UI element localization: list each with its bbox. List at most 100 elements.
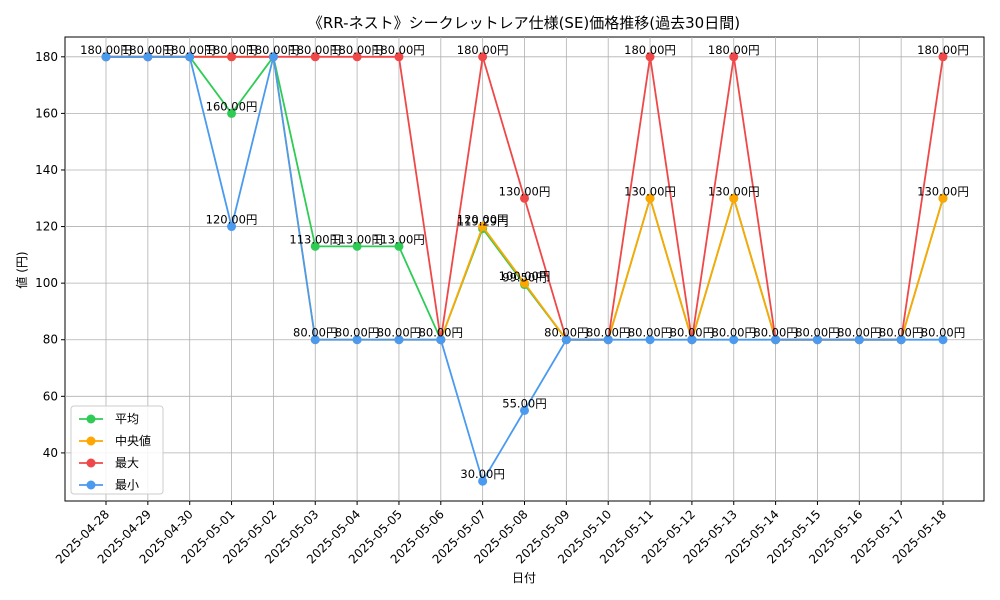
legend-swatch-marker	[86, 414, 96, 424]
legend-swatch-marker	[86, 458, 96, 468]
data-label: 120.00円	[457, 213, 509, 227]
data-point	[645, 193, 655, 203]
data-point	[938, 335, 948, 345]
data-label: 80.00円	[753, 326, 797, 340]
data-label: 80.00円	[544, 326, 588, 340]
data-label: 80.00円	[837, 326, 881, 340]
data-point	[687, 335, 697, 345]
data-label: 80.00円	[586, 326, 630, 340]
data-point	[645, 335, 655, 345]
data-point	[227, 108, 237, 118]
y-tick-label: 100	[35, 276, 58, 290]
data-label: 80.00円	[670, 326, 714, 340]
data-point	[185, 52, 195, 62]
data-point	[394, 241, 404, 251]
data-label: 180.00円	[457, 43, 509, 57]
data-label: 130.00円	[499, 184, 551, 198]
data-label: 120.00円	[206, 213, 258, 227]
legend-swatch-marker	[86, 480, 96, 490]
data-label: 80.00円	[921, 326, 965, 340]
data-point	[645, 52, 655, 62]
y-tick-label: 180	[35, 50, 58, 64]
y-tick-label: 40	[43, 446, 58, 460]
data-point	[352, 241, 362, 251]
data-point	[729, 335, 739, 345]
data-label: 80.00円	[335, 326, 379, 340]
data-label: 180.00円	[206, 43, 258, 57]
data-labels: 180.00円180.00円180.00円180.00円180.00円180.0…	[80, 43, 969, 481]
data-point	[478, 222, 488, 232]
data-point	[143, 52, 153, 62]
y-tick-label: 60	[43, 389, 58, 403]
data-point	[771, 335, 781, 345]
data-label: 80.00円	[879, 326, 923, 340]
data-label: 80.00円	[712, 326, 756, 340]
data-label: 180.00円	[80, 43, 132, 57]
data-point	[478, 476, 488, 486]
data-point	[938, 193, 948, 203]
data-label: 80.00円	[377, 326, 421, 340]
data-point	[854, 335, 864, 345]
data-label: 180.00円	[122, 43, 174, 57]
data-label: 119.29円	[457, 215, 509, 229]
data-point	[310, 52, 320, 62]
y-tick-label: 120	[35, 220, 58, 234]
legend-box	[70, 405, 164, 495]
data-label: 160.00円	[206, 99, 258, 113]
legend-entry: 平均	[115, 412, 139, 426]
data-label: 180.00円	[708, 43, 760, 57]
data-label: 113.00円	[289, 232, 341, 246]
series-lines	[101, 52, 948, 486]
data-label: 180.00円	[164, 43, 216, 57]
data-point	[812, 335, 822, 345]
data-label: 80.00円	[419, 326, 463, 340]
data-label: 180.00円	[248, 43, 300, 57]
data-point	[394, 52, 404, 62]
y-tick-label: 140	[35, 163, 58, 177]
chart-title: 《RR-ネスト》シークレットレア仕様(SE)価格推移(過去30日間)	[308, 14, 740, 32]
data-label: 30.00円	[460, 467, 504, 481]
data-label: 80.00円	[795, 326, 839, 340]
data-point	[520, 405, 529, 415]
data-label: 113.00円	[331, 232, 383, 246]
data-point	[938, 52, 948, 62]
data-label: 113.00円	[373, 232, 425, 246]
y-axis-label: 値 (円)	[14, 251, 29, 288]
data-point	[227, 52, 237, 62]
data-point	[729, 193, 739, 203]
data-point	[520, 278, 529, 288]
data-label: 80.00円	[628, 326, 672, 340]
data-point	[729, 52, 739, 62]
data-label: 130.00円	[624, 184, 676, 198]
x-axis-label: 日付	[512, 571, 536, 585]
data-label: 55.00円	[502, 396, 546, 410]
legend-entry: 最大	[115, 456, 139, 470]
y-tick-label: 160	[35, 106, 58, 120]
data-point	[896, 335, 906, 345]
data-label: 180.00円	[917, 43, 969, 57]
data-point	[394, 335, 404, 345]
y-axis-ticks: 40 60 80 100 120 140 160 180	[35, 50, 65, 460]
data-point	[520, 193, 529, 203]
data-label: 180.00円	[331, 43, 383, 57]
data-label: 100.00円	[499, 269, 551, 283]
data-point	[310, 241, 320, 251]
x-axis-ticks: 2025-04-282025-04-292025-04-302025-05-01…	[53, 501, 949, 566]
data-point	[227, 222, 237, 232]
data-label: 180.00円	[373, 43, 425, 57]
data-point	[436, 335, 446, 345]
data-point	[603, 335, 613, 345]
data-point	[268, 52, 278, 62]
data-label: 180.00円	[624, 43, 676, 57]
legend-swatch-marker	[86, 436, 96, 446]
data-point	[478, 52, 488, 62]
data-point	[352, 335, 362, 345]
data-point	[101, 52, 111, 62]
legend-entry: 中央値	[115, 433, 151, 448]
legend-entry: 最小	[115, 478, 139, 492]
y-tick-label: 80	[43, 333, 58, 347]
data-point	[352, 52, 362, 62]
data-label: 99.50円	[502, 271, 546, 285]
